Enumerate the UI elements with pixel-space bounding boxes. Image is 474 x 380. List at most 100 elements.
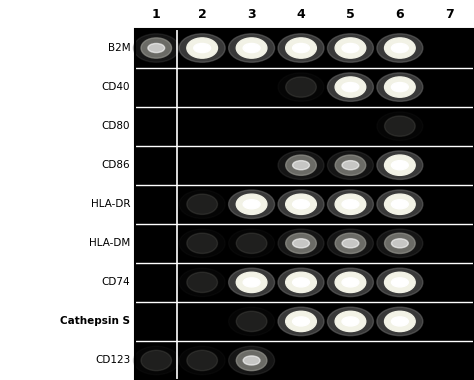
Text: HLA-DR: HLA-DR <box>91 199 130 209</box>
Ellipse shape <box>236 272 267 293</box>
Ellipse shape <box>278 151 324 179</box>
Ellipse shape <box>335 233 366 253</box>
Ellipse shape <box>179 190 225 218</box>
Ellipse shape <box>236 194 267 214</box>
Ellipse shape <box>228 34 274 62</box>
Ellipse shape <box>392 200 408 209</box>
Ellipse shape <box>392 161 408 170</box>
Ellipse shape <box>328 268 374 296</box>
Ellipse shape <box>335 77 366 97</box>
Ellipse shape <box>377 268 423 296</box>
Ellipse shape <box>133 34 179 62</box>
Ellipse shape <box>133 346 179 375</box>
Ellipse shape <box>236 38 267 58</box>
Ellipse shape <box>148 43 164 52</box>
Ellipse shape <box>342 82 359 92</box>
Ellipse shape <box>187 233 218 253</box>
Ellipse shape <box>236 350 267 370</box>
Ellipse shape <box>292 200 310 209</box>
Ellipse shape <box>392 43 408 52</box>
Text: 3: 3 <box>247 8 256 21</box>
Ellipse shape <box>377 307 423 336</box>
Ellipse shape <box>179 268 225 296</box>
Text: CD40: CD40 <box>102 82 130 92</box>
Text: 4: 4 <box>297 8 305 21</box>
Ellipse shape <box>384 194 415 214</box>
Ellipse shape <box>342 317 359 326</box>
Ellipse shape <box>377 229 423 258</box>
Text: Cathepsin S: Cathepsin S <box>60 317 130 326</box>
Ellipse shape <box>342 161 359 170</box>
Ellipse shape <box>292 161 310 170</box>
Ellipse shape <box>236 311 267 332</box>
Ellipse shape <box>278 34 324 62</box>
Ellipse shape <box>228 268 274 296</box>
Ellipse shape <box>187 272 218 293</box>
Text: CD86: CD86 <box>102 160 130 170</box>
Text: B2M: B2M <box>108 43 130 53</box>
Text: 7: 7 <box>445 8 454 21</box>
Text: 1: 1 <box>152 8 161 21</box>
Ellipse shape <box>228 190 274 218</box>
Ellipse shape <box>286 272 316 293</box>
Ellipse shape <box>335 38 366 58</box>
Ellipse shape <box>384 233 415 253</box>
Ellipse shape <box>278 229 324 258</box>
Text: 5: 5 <box>346 8 355 21</box>
Ellipse shape <box>328 34 374 62</box>
Ellipse shape <box>384 77 415 97</box>
Ellipse shape <box>392 239 408 248</box>
Ellipse shape <box>328 229 374 258</box>
Ellipse shape <box>335 194 366 214</box>
Ellipse shape <box>384 155 415 175</box>
Ellipse shape <box>243 43 260 52</box>
Ellipse shape <box>342 200 359 209</box>
Text: HLA-DM: HLA-DM <box>89 238 130 248</box>
Ellipse shape <box>187 194 218 214</box>
Ellipse shape <box>292 278 310 287</box>
Ellipse shape <box>187 350 218 370</box>
Ellipse shape <box>328 151 374 179</box>
Ellipse shape <box>278 307 324 336</box>
Ellipse shape <box>228 229 274 258</box>
Ellipse shape <box>286 233 316 253</box>
Ellipse shape <box>292 43 310 52</box>
Ellipse shape <box>286 311 316 332</box>
Ellipse shape <box>228 346 274 375</box>
Text: 2: 2 <box>198 8 207 21</box>
Ellipse shape <box>286 155 316 175</box>
Ellipse shape <box>243 200 260 209</box>
Ellipse shape <box>228 307 274 336</box>
Text: 6: 6 <box>395 8 404 21</box>
Ellipse shape <box>243 356 260 365</box>
Ellipse shape <box>342 278 359 287</box>
Ellipse shape <box>278 190 324 218</box>
Ellipse shape <box>335 155 366 175</box>
Ellipse shape <box>243 278 260 287</box>
Ellipse shape <box>377 73 423 101</box>
Ellipse shape <box>179 229 225 258</box>
Ellipse shape <box>384 272 415 293</box>
Ellipse shape <box>377 34 423 62</box>
Ellipse shape <box>278 73 324 101</box>
Text: CD80: CD80 <box>102 121 130 131</box>
Ellipse shape <box>292 317 310 326</box>
Ellipse shape <box>335 272 366 293</box>
Ellipse shape <box>236 233 267 253</box>
Ellipse shape <box>286 77 316 97</box>
Ellipse shape <box>141 38 172 58</box>
Text: CD123: CD123 <box>95 355 130 366</box>
Ellipse shape <box>335 311 366 332</box>
Ellipse shape <box>384 116 415 136</box>
Ellipse shape <box>392 278 408 287</box>
Ellipse shape <box>384 311 415 332</box>
Ellipse shape <box>328 307 374 336</box>
Bar <box>135 28 474 380</box>
Ellipse shape <box>328 73 374 101</box>
Ellipse shape <box>377 151 423 179</box>
Ellipse shape <box>384 38 415 58</box>
Ellipse shape <box>392 317 408 326</box>
Ellipse shape <box>141 350 172 370</box>
Bar <box>135 28 474 380</box>
Ellipse shape <box>286 194 316 214</box>
